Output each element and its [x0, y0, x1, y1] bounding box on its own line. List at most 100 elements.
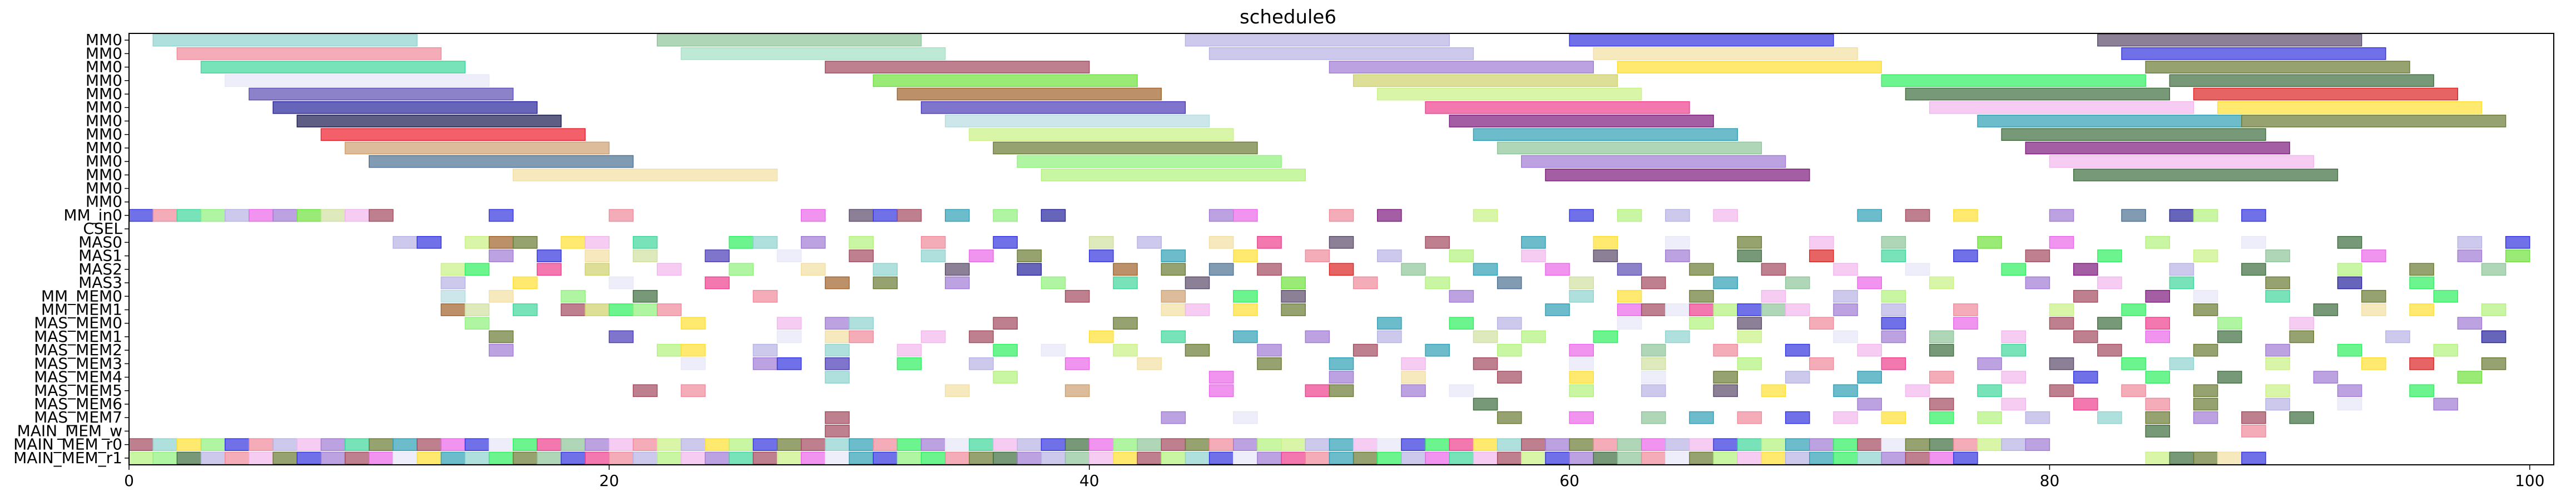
gantt-bar — [1761, 303, 1786, 316]
x-tick-label: 80 — [2040, 471, 2060, 490]
gantt-bar — [2025, 438, 2050, 451]
gantt-bar — [1857, 438, 1882, 451]
gantt-bar — [176, 438, 202, 451]
gantt-bar — [1809, 236, 1834, 249]
gantt-bar — [1833, 303, 1858, 316]
gantt-bar — [128, 438, 153, 451]
gantt-bar — [1257, 438, 1282, 451]
gantt-bar — [2193, 289, 2218, 303]
gantt-bar — [1617, 263, 1642, 276]
gantt-bar — [2145, 371, 2171, 384]
gantt-bar — [2361, 289, 2386, 303]
gantt-bar — [584, 303, 610, 316]
gantt-bar — [1401, 263, 1426, 276]
gantt-bar — [1881, 451, 1906, 465]
gantt-bar — [2001, 263, 2026, 276]
gantt-bar — [1233, 303, 1258, 316]
gantt-bar — [1233, 249, 1258, 262]
gantt-bar — [1305, 249, 1330, 262]
gantt-bar — [1473, 357, 1498, 370]
gantt-bar — [1857, 209, 1882, 222]
gantt-bar — [1953, 249, 1978, 262]
gantt-bar — [1329, 61, 1594, 73]
gantt-bar — [969, 451, 994, 465]
gantt-bar — [1545, 168, 1810, 181]
gantt-bar — [2193, 249, 2218, 262]
gantt-bar — [2049, 209, 2074, 222]
gantt-bar — [632, 236, 658, 249]
gantt-bar — [1737, 236, 1762, 249]
gantt-bar — [1425, 101, 1690, 114]
gantt-bar — [1305, 451, 1330, 465]
gantt-bar — [776, 451, 802, 465]
gantt-bar — [2121, 47, 2386, 60]
gantt-bar — [681, 47, 946, 60]
gantt-bar — [2481, 330, 2506, 343]
gantt-bar — [1593, 451, 1618, 465]
gantt-bar — [2313, 371, 2339, 384]
gantt-bar — [2145, 425, 2171, 438]
gantt-bar — [488, 330, 514, 343]
gantt-bar — [1041, 438, 1066, 451]
gantt-bar — [2073, 330, 2098, 343]
y-tick-label: MAS_MEM0 — [34, 314, 122, 332]
gantt-bar — [1161, 249, 1186, 262]
gantt-bar — [2457, 317, 2483, 330]
gantt-bar — [1665, 451, 1690, 465]
gantt-bar — [632, 303, 658, 316]
gantt-bar — [1305, 438, 1330, 451]
gantt-bar — [1377, 249, 1402, 262]
gantt-bar — [1761, 451, 1786, 465]
gantt-bar — [1737, 303, 1762, 316]
gantt-bar — [1881, 438, 1906, 451]
gantt-bar — [1041, 276, 1066, 289]
gantt-bar — [1953, 317, 1978, 330]
gantt-bar — [849, 249, 874, 262]
gantt-bar — [705, 438, 730, 451]
y-tick-label: MAS_MEM2 — [34, 341, 122, 359]
gantt-bar — [2265, 357, 2290, 370]
gantt-bar — [2025, 249, 2050, 262]
gantt-bar — [1689, 263, 1714, 276]
gantt-bar — [1353, 451, 1378, 465]
gantt-bar — [729, 263, 754, 276]
gantt-bar — [249, 451, 274, 465]
gantt-bar — [776, 330, 802, 343]
gantt-bar — [1569, 209, 1594, 222]
gantt-bar — [1233, 438, 1258, 451]
gantt-bar — [1521, 451, 1546, 465]
gantt-bar — [344, 438, 370, 451]
gantt-bar — [1761, 263, 1786, 276]
gantt-bar — [2169, 276, 2194, 289]
gantt-bar — [1713, 276, 1738, 289]
gantt-bar — [1545, 438, 1570, 451]
gantt-bar — [2457, 236, 2483, 249]
gantt-bar — [1977, 236, 2002, 249]
gantt-bar — [1161, 438, 1186, 451]
gantt-bar — [1233, 411, 1258, 424]
gantt-bar — [176, 451, 202, 465]
gantt-bar — [488, 289, 514, 303]
gantt-bar — [2193, 303, 2218, 316]
gantt-bar — [1208, 384, 1234, 397]
gantt-bar — [1785, 371, 1810, 384]
gantt-bar — [849, 451, 874, 465]
gantt-bar — [1713, 438, 1738, 451]
y-axis: MM0MM0MM0MM0MM0MM0MM0MM0MM0MM0MM0MM0MM0M… — [13, 31, 129, 467]
gantt-bar — [2361, 357, 2386, 370]
gantt-bar — [1017, 155, 1282, 168]
gantt-bar — [1449, 384, 1474, 397]
gantt-bar — [2001, 128, 2266, 141]
gantt-bar — [2097, 411, 2122, 424]
gantt-bar — [920, 249, 946, 262]
gantt-bar — [1833, 289, 1858, 303]
gantt-bar — [1089, 330, 1114, 343]
gantt-bar — [2169, 451, 2194, 465]
gantt-bar — [1329, 371, 1354, 384]
gantt-bar — [2265, 397, 2290, 411]
gantt-bar — [2337, 263, 2362, 276]
gantt-bar — [1185, 276, 1210, 289]
gantt-bar — [224, 209, 250, 222]
gantt-bar — [1208, 438, 1234, 451]
gantt-bar — [1208, 263, 1234, 276]
